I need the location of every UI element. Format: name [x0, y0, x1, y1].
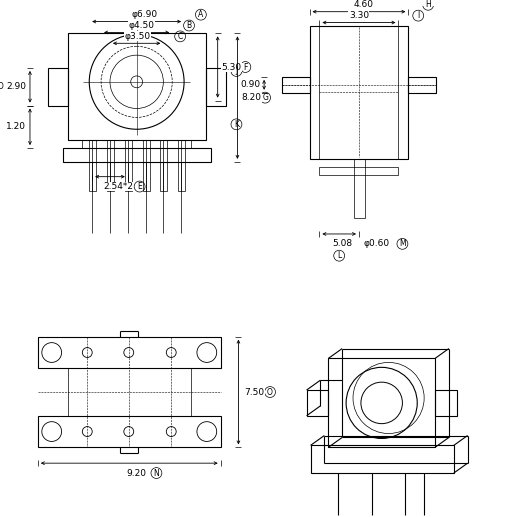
Bar [38, 337, 221, 368]
Bar [38, 416, 221, 447]
Text: 2.54*2: 2.54*2 [103, 182, 133, 191]
Text: 5.30: 5.30 [221, 63, 241, 71]
Bar [328, 358, 435, 447]
Bar [354, 159, 365, 218]
Text: 8.20: 8.20 [241, 93, 261, 102]
Text: B: B [186, 21, 192, 30]
Text: φ0.60: φ0.60 [364, 239, 390, 248]
Text: O: O [267, 388, 273, 397]
Text: M: M [399, 239, 406, 248]
Bar [161, 140, 167, 191]
Bar [178, 140, 185, 191]
Bar [310, 25, 408, 159]
Bar [320, 25, 398, 159]
Text: L: L [337, 251, 341, 260]
Bar [89, 140, 96, 191]
Bar [435, 390, 457, 416]
Text: 4.60: 4.60 [354, 1, 374, 9]
Bar [67, 368, 191, 416]
Text: F: F [243, 63, 248, 71]
Bar [67, 34, 206, 140]
Bar [310, 445, 454, 473]
Bar [48, 68, 67, 105]
Text: H: H [425, 1, 431, 9]
Text: φ6.90: φ6.90 [132, 10, 157, 19]
Bar [282, 77, 310, 93]
Text: J: J [235, 67, 238, 75]
Bar [320, 167, 398, 175]
Text: 3.30: 3.30 [349, 11, 369, 20]
Text: 1.20: 1.20 [6, 122, 26, 131]
Text: φ4.50: φ4.50 [128, 21, 154, 30]
Bar [408, 77, 436, 93]
Text: E: E [137, 182, 142, 191]
Bar [107, 140, 114, 191]
Bar [125, 140, 132, 191]
Text: 9.20: 9.20 [127, 468, 147, 478]
Text: D: D [0, 82, 3, 92]
Bar [307, 390, 328, 416]
Text: K: K [234, 120, 239, 129]
Text: N: N [153, 468, 160, 478]
Text: A: A [198, 10, 204, 19]
Text: 5.08: 5.08 [332, 239, 352, 248]
Text: φ3.50: φ3.50 [125, 32, 151, 41]
Text: 7.50: 7.50 [244, 388, 264, 397]
Text: 0.90: 0.90 [240, 80, 261, 89]
Bar [63, 148, 211, 162]
Bar [142, 140, 150, 191]
Text: G: G [262, 93, 268, 102]
Text: 2.90: 2.90 [6, 82, 26, 92]
Text: C: C [178, 32, 183, 41]
Bar [82, 140, 191, 148]
Bar [206, 68, 225, 105]
Text: I: I [417, 11, 420, 20]
